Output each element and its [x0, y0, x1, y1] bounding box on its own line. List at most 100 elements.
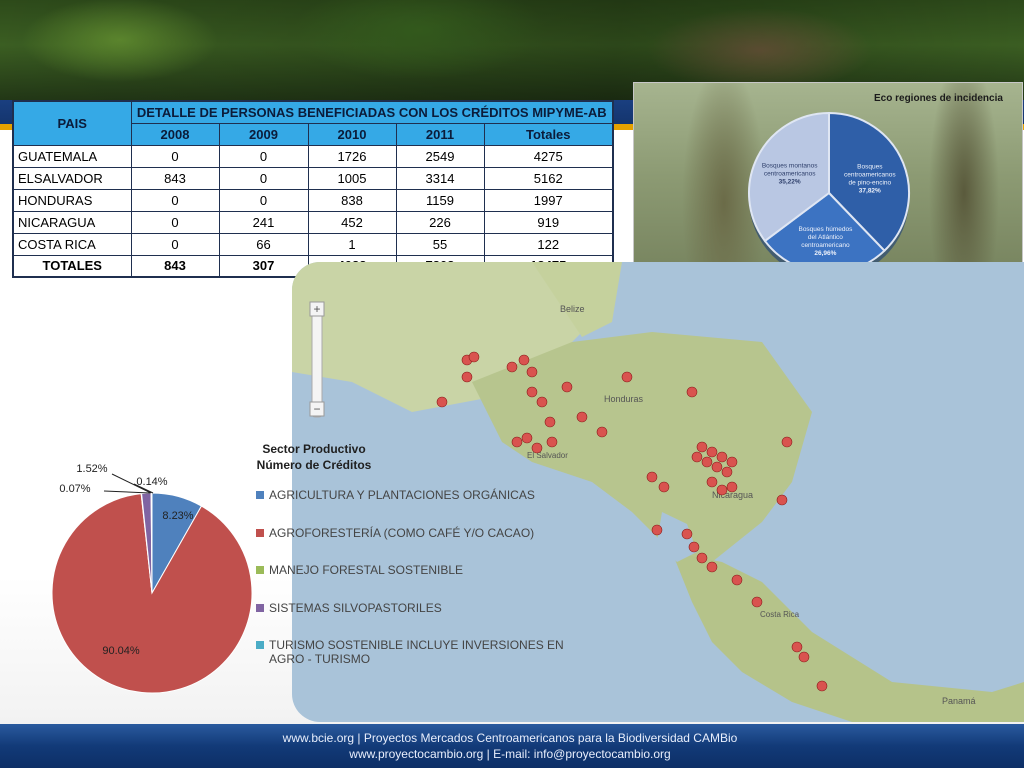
value-cell: 0 — [218, 144, 309, 168]
value-cell: 0 — [218, 166, 309, 190]
pie-label: centroamericano — [801, 242, 850, 249]
land-honduras-nicaragua — [472, 332, 812, 562]
map-marker — [596, 426, 608, 438]
country-cell: COSTA RICA — [12, 232, 132, 256]
pie-label: centroamericanos — [844, 172, 896, 179]
lake-nicaragua — [657, 512, 697, 562]
sector-title-line1: Sector Productivo — [262, 442, 366, 456]
pais-header: PAIS — [12, 100, 132, 146]
pie-value-label: 37,82% — [859, 188, 881, 195]
value-cell: 1726 — [307, 144, 397, 168]
map-marker — [721, 466, 733, 478]
map-label-honduras: Honduras — [604, 394, 644, 404]
pie-slice — [51, 493, 253, 694]
map-marker — [468, 351, 480, 363]
year-header: 2011 — [395, 122, 485, 146]
pie-label: del Atlántico — [808, 234, 843, 241]
map-zoom-control — [311, 301, 323, 418]
map-marker — [776, 494, 788, 506]
map-marker — [781, 436, 793, 448]
year-header: 2009 — [218, 122, 309, 146]
value-cell: 2549 — [395, 144, 485, 168]
value-cell: 1005 — [307, 166, 397, 190]
map-zoom-minus-button — [309, 401, 325, 417]
country-cell: GUATEMALA — [12, 144, 132, 168]
pie-label: Bosques montanos — [762, 162, 818, 169]
sector-pie-chart: 8.23% 90.04% 0.07% 1.52% 0.14% — [51, 463, 253, 694]
map-marker — [686, 386, 698, 398]
map-marker — [546, 436, 558, 448]
legend-swatch — [256, 566, 264, 574]
map-marker — [731, 574, 743, 586]
map-marker — [716, 484, 728, 496]
table-row: NICARAGUA 0 241 452 226 919 — [12, 210, 614, 234]
legend-item: AGROFORESTERÍA (COMO CAFÉ Y/O CACAO) — [256, 526, 596, 564]
pie-value-label: 8.23% — [162, 510, 193, 522]
map-marker — [506, 361, 518, 373]
leader-line — [133, 483, 154, 494]
footer-line-2[interactable]: www.proyectocambio.org | E-mail: info@pr… — [349, 747, 671, 761]
value-cell: 66 — [218, 232, 309, 256]
map-marker — [791, 641, 803, 653]
map-marker — [696, 441, 708, 453]
map-marker — [436, 396, 448, 408]
total-cell: 307 — [218, 254, 309, 278]
leader-line — [103, 490, 151, 494]
map-marker-cluster — [436, 351, 828, 692]
value-cell: 122 — [483, 232, 614, 256]
map-marker — [521, 432, 533, 444]
value-cell: 1997 — [483, 188, 614, 212]
value-cell: 1 — [307, 232, 397, 256]
map-marker — [681, 528, 693, 540]
pie-value-label: 0.07% — [59, 483, 90, 495]
map-canvas[interactable]: + − Belize Honduras El Salvador Nicaragu… — [292, 262, 1024, 722]
value-cell: 4275 — [483, 144, 614, 168]
map-view[interactable]: + − Belize Honduras El Salvador Nicaragu… — [292, 262, 1024, 722]
pie-value-label: 35,22% — [779, 178, 801, 185]
map-zoom-minus-icon: − — [313, 402, 320, 416]
pie-label: Bosques — [857, 164, 883, 171]
sector-chart-title: Sector Productivo Número de Créditos — [254, 441, 374, 473]
legend-item: AGRICULTURA Y PLANTACIONES ORGÁNICAS — [256, 488, 596, 526]
detail-header: DETALLE DE PERSONAS BENEFICIADAS CON LOS… — [130, 100, 614, 124]
pie-label: de pino-encino — [848, 180, 891, 187]
map-marker — [716, 451, 728, 463]
legend-item: TURISMO SOSTENIBLE INCLUYE INVERSIONES E… — [256, 638, 596, 676]
map-marker — [701, 456, 713, 468]
map-marker — [511, 436, 523, 448]
map-marker — [706, 476, 718, 488]
value-cell: 226 — [395, 210, 485, 234]
table-row: HONDURAS 0 0 838 1159 1997 — [12, 188, 614, 212]
sector-legend: AGRICULTURA Y PLANTACIONES ORGÁNICAS AGR… — [256, 488, 596, 676]
value-cell: 0 — [130, 144, 220, 168]
map-marker — [751, 596, 763, 608]
table-row: ELSALVADOR 843 0 1005 3314 5162 — [12, 166, 614, 190]
map-marker — [461, 371, 473, 383]
map-marker — [726, 456, 738, 468]
map-marker — [651, 524, 663, 536]
pie-slice — [748, 111, 830, 243]
value-cell: 0 — [218, 188, 309, 212]
map-marker — [518, 354, 530, 366]
legend-swatch — [256, 491, 264, 499]
legend-label: AGRICULTURA Y PLANTACIONES ORGÁNICAS — [269, 488, 535, 502]
map-label-nicaragua: Nicaragua — [712, 490, 753, 500]
legend-label: MANEJO FORESTAL SOSTENIBLE — [269, 563, 464, 577]
map-marker — [798, 651, 810, 663]
pie-value-label: 90.04% — [102, 645, 140, 657]
value-cell: 452 — [307, 210, 397, 234]
total-cell: 843 — [130, 254, 220, 278]
map-marker — [544, 416, 556, 428]
map-marker — [706, 561, 718, 573]
map-label-costa-rica: Costa Rica — [760, 610, 800, 619]
footer-line-1[interactable]: www.bcie.org | Proyectos Mercados Centro… — [282, 731, 738, 745]
value-cell: 838 — [307, 188, 397, 212]
map-marker — [688, 541, 700, 553]
eco-regions-panel: Eco regiones de incidencia Bosques centro… — [633, 82, 1023, 318]
totals-label: TOTALES — [12, 254, 132, 278]
year-header: 2008 — [130, 122, 220, 146]
pie-slice — [828, 111, 910, 253]
leader-line — [111, 473, 152, 494]
map-label-panama: Panamá — [942, 696, 976, 706]
